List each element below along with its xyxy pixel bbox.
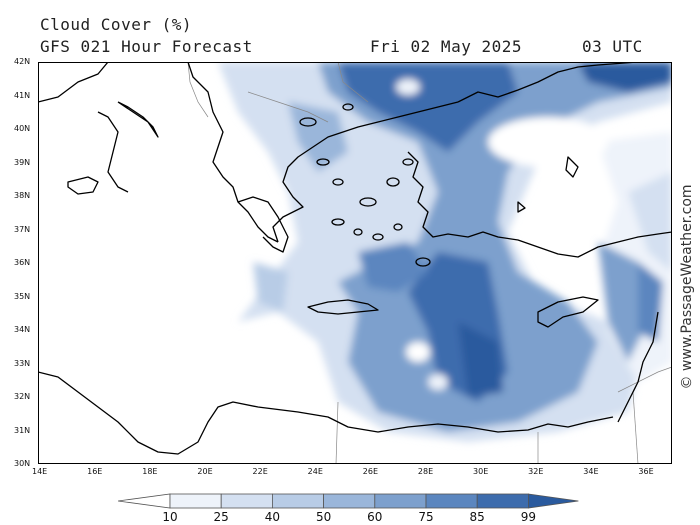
map-title: Cloud Cover (%) bbox=[40, 15, 192, 34]
legend-arrow-low bbox=[118, 493, 171, 509]
lat-label: 35N bbox=[14, 291, 31, 301]
forecast-time: 03 UTC bbox=[582, 37, 643, 56]
lon-label: 24E bbox=[307, 467, 323, 476]
lat-label: 32N bbox=[14, 392, 31, 401]
map-border bbox=[38, 62, 672, 464]
lat-label: 36N bbox=[14, 258, 31, 267]
credit-watermark: © www.PassageWeather.com bbox=[679, 184, 695, 389]
coastlines bbox=[38, 62, 672, 455]
legend-swatch bbox=[220, 493, 273, 509]
lat-label: 30N bbox=[14, 459, 31, 468]
legend-arrow-high bbox=[527, 493, 579, 509]
legend-swatch bbox=[271, 493, 324, 509]
lon-label: 34E bbox=[583, 467, 599, 476]
lon-label: 32E bbox=[528, 467, 544, 476]
legend-swatch bbox=[323, 493, 376, 509]
lon-label: 20E bbox=[197, 467, 213, 476]
forecast-date: Fri 02 May 2025 bbox=[370, 37, 522, 56]
lat-label: 38N bbox=[14, 191, 31, 200]
lon-label: 28E bbox=[417, 467, 434, 476]
lon-label: 18E bbox=[142, 467, 158, 476]
credit-text: © www.PassageWeather.com bbox=[679, 184, 695, 389]
lat-label: 31N bbox=[14, 425, 31, 435]
lon-label: 22E bbox=[252, 467, 268, 476]
lat-label: 41N bbox=[14, 90, 31, 100]
lat-label: 42N bbox=[14, 57, 31, 66]
lat-label: 37N bbox=[14, 224, 31, 234]
legend-label: 25 bbox=[213, 510, 229, 524]
lat-label: 33N bbox=[14, 358, 31, 368]
legend-swatch bbox=[425, 493, 478, 509]
country-borders bbox=[187, 62, 672, 464]
lon-label: 14E bbox=[32, 467, 48, 476]
legend-swatch bbox=[476, 493, 529, 509]
lat-label: 39N bbox=[14, 157, 31, 167]
color-legend bbox=[118, 493, 579, 509]
legend-label: 75 bbox=[418, 510, 434, 524]
lat-label: 34N bbox=[14, 325, 31, 334]
legend-swatch bbox=[374, 493, 427, 509]
lon-label: 30E bbox=[473, 467, 489, 476]
legend-label: 85 bbox=[469, 510, 485, 524]
legend-label: 10 bbox=[162, 510, 178, 524]
lat-label: 40N bbox=[14, 124, 31, 133]
legend-label: 50 bbox=[315, 510, 332, 524]
lon-label: 36E bbox=[638, 467, 654, 476]
forecast-subtitle: GFS 021 Hour Forecast bbox=[40, 37, 253, 56]
lon-label: 26E bbox=[362, 467, 379, 476]
legend-label: 99 bbox=[520, 510, 537, 524]
cloud-field bbox=[218, 62, 672, 442]
legend-label: 40 bbox=[264, 510, 281, 524]
lon-label: 16E bbox=[87, 467, 103, 476]
cloud-cover-map bbox=[38, 62, 672, 464]
legend-label: 60 bbox=[367, 510, 383, 524]
legend-swatch bbox=[169, 493, 222, 509]
